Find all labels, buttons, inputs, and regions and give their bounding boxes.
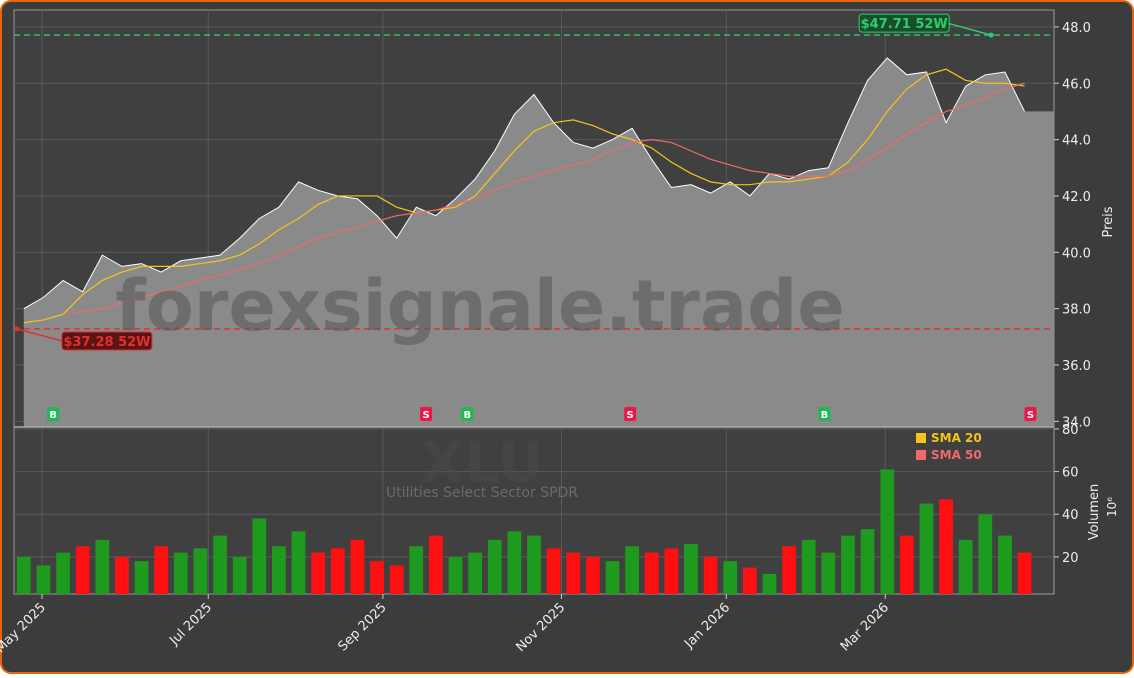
high_52w-arrow xyxy=(947,22,992,36)
legend-label: SMA 50 xyxy=(931,448,982,462)
price-axis-label: Preis xyxy=(1101,206,1116,237)
signal-label: B xyxy=(463,410,471,421)
volume-bar xyxy=(1017,552,1032,594)
signal-box xyxy=(818,407,831,421)
volume-bar xyxy=(801,539,816,594)
volume-bar xyxy=(507,531,522,594)
low_52w-label: $37.28 52W xyxy=(63,335,150,350)
volume-bar xyxy=(370,561,384,594)
volume-bar xyxy=(899,535,914,594)
volume-bar xyxy=(546,548,561,594)
volume-bar xyxy=(272,546,286,594)
volume-bar xyxy=(605,561,620,594)
signal-label: S xyxy=(1027,410,1034,421)
signal-label: B xyxy=(821,410,829,421)
watermark: forexsignale.trade xyxy=(115,265,844,347)
volume-bar xyxy=(252,518,267,594)
volume-bar xyxy=(429,535,443,594)
volume-bar xyxy=(232,556,247,594)
volume-unit: 10⁶ xyxy=(1105,497,1119,517)
signal-box xyxy=(1024,407,1037,421)
y2-tick-label: 60 xyxy=(1062,466,1079,481)
volume-bar xyxy=(841,535,855,594)
y-tick-label: 40.0 xyxy=(1062,246,1091,261)
volume-bar xyxy=(919,503,934,594)
low_52w-label-box xyxy=(61,331,153,351)
y-tick-label: 48.0 xyxy=(1062,21,1091,36)
volume-bar xyxy=(860,529,875,594)
price-area xyxy=(23,57,1055,427)
volume-bar xyxy=(664,548,679,594)
volume-bar xyxy=(487,539,502,594)
high_52w-label-box xyxy=(858,13,950,33)
sma-line xyxy=(62,82,1025,315)
signal-box xyxy=(420,407,433,421)
legend-swatch xyxy=(916,450,926,460)
volume-bar xyxy=(468,552,482,594)
volume-bar xyxy=(742,567,757,594)
signal-box xyxy=(624,407,637,421)
sma-line xyxy=(23,68,1025,324)
volume-bar xyxy=(586,556,600,594)
y2-tick-label: 20 xyxy=(1062,551,1079,566)
y2-tick-label: 80 xyxy=(1062,423,1079,438)
volume-bar xyxy=(684,544,698,594)
y-tick-label: 44.0 xyxy=(1062,134,1091,149)
y-tick-label: 36.0 xyxy=(1062,359,1091,374)
volume-bar xyxy=(723,561,738,594)
volume-bar xyxy=(939,499,953,594)
y2-tick-label: 40 xyxy=(1062,508,1079,523)
volume-bar xyxy=(95,539,110,594)
volume-bar xyxy=(350,539,365,594)
volume-bar xyxy=(193,548,208,594)
volume-bar xyxy=(115,556,129,594)
signal-box xyxy=(47,407,60,421)
volume-bar xyxy=(998,535,1012,594)
volume-bar xyxy=(880,469,895,594)
volume-bar xyxy=(291,531,306,594)
volume-bar xyxy=(330,548,345,594)
signal-label: S xyxy=(422,410,429,421)
volume-bar xyxy=(703,556,718,594)
signal-label: S xyxy=(627,410,634,421)
volume-bar xyxy=(821,552,836,594)
volume-bar xyxy=(213,535,227,594)
close-line xyxy=(23,57,1026,310)
volume-bar xyxy=(75,546,90,594)
volume-bar xyxy=(782,546,796,594)
legend-label: SMA 20 xyxy=(931,431,982,445)
signal-label: B xyxy=(49,410,57,421)
legend-swatch xyxy=(916,433,926,443)
symbol-watermark: XLU xyxy=(421,431,543,496)
name-watermark: Utilities Select Sector SPDR xyxy=(386,485,578,501)
high_52w-label: $47.71 52W xyxy=(861,17,948,32)
volume-bar xyxy=(448,556,463,594)
marks: $47.71 52W $37.28 52W B S B S B S xyxy=(14,13,1055,594)
volume-bar xyxy=(409,546,424,594)
volume-bar xyxy=(625,546,639,594)
y-tick-label: 38.0 xyxy=(1062,303,1091,318)
volume-bar xyxy=(134,561,149,594)
volume-bar xyxy=(311,552,326,594)
volume-bar xyxy=(978,514,993,594)
volume-bar xyxy=(36,565,51,594)
y-tick-label: 34.0 xyxy=(1062,415,1091,430)
volume-bar xyxy=(644,552,659,594)
volume-bar xyxy=(958,539,973,594)
y-tick-label: 42.0 xyxy=(1062,190,1091,205)
volume-bar xyxy=(527,535,541,594)
volume-bar xyxy=(173,552,188,594)
volume-bar xyxy=(154,546,169,594)
signal-box xyxy=(461,407,474,421)
y-tick-label: 46.0 xyxy=(1062,77,1091,92)
volume-bar xyxy=(56,552,70,594)
volume-bar xyxy=(16,556,31,594)
volume-bar xyxy=(762,573,777,594)
volume-axis-label: Volumen xyxy=(1087,484,1102,541)
volume-bar xyxy=(566,552,581,594)
volume-bar xyxy=(389,565,404,594)
low_52w-arrow xyxy=(16,328,63,342)
